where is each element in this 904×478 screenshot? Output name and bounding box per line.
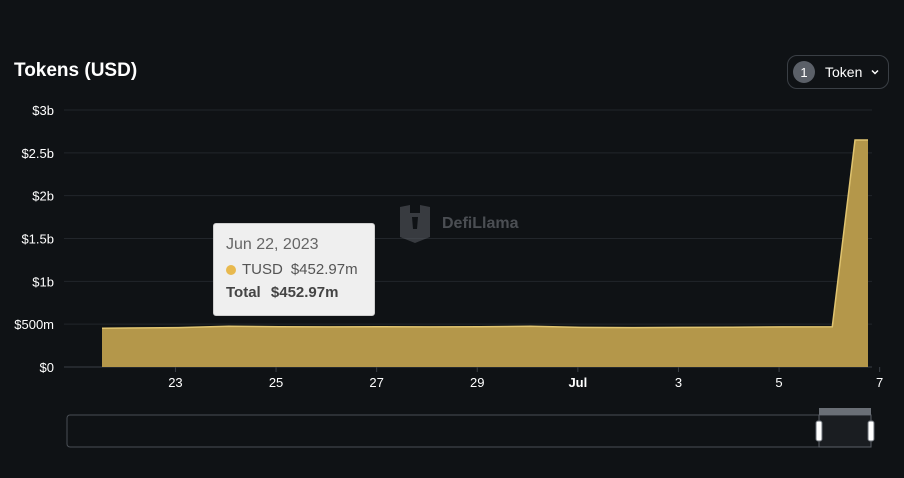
series-line-tusd — [101, 139, 868, 329]
x-tick-label: 3 — [675, 375, 682, 390]
y-tick-label: $1.5b — [21, 232, 54, 247]
tooltip-series-name: TUSD — [242, 261, 283, 278]
chart-title: Tokens (USD) — [14, 60, 138, 81]
x-tick-label: 27 — [369, 375, 383, 390]
chart-tooltip: Jun 22, 2023 TUSD $452.97m Total $452.97… — [213, 223, 375, 316]
watermark-text: DefiLlama — [442, 215, 519, 232]
zoom-drag-bar[interactable] — [819, 408, 871, 415]
chevron-down-icon — [871, 69, 879, 75]
zoom-track[interactable] — [66, 414, 872, 448]
x-tick-label: Jul — [568, 375, 587, 390]
token-selector-label: Token — [825, 64, 863, 80]
zoom-slider[interactable] — [66, 408, 875, 448]
y-tick-label: $0 — [40, 360, 54, 375]
tooltip-total-value: $452.97m — [270, 284, 339, 301]
zoom-left-handle[interactable] — [815, 420, 823, 442]
y-tick-label: $2.5b — [21, 146, 54, 161]
tooltip-total-label: Total — [226, 284, 261, 301]
y-tick-label: $3b — [32, 103, 54, 118]
token-count-badge: 1 — [793, 61, 815, 83]
x-tick-label: 5 — [775, 375, 782, 390]
series-color-dot — [226, 264, 236, 275]
zoom-selection-window[interactable] — [818, 414, 872, 448]
chart-series — [101, 139, 868, 367]
token-selector-button[interactable]: 1 Token — [787, 55, 889, 89]
y-tick-label: $1b — [32, 274, 54, 289]
tooltip-series-row: TUSD $452.97m — [226, 261, 374, 278]
x-tick-label: 7 — [876, 375, 883, 390]
x-tick-label: 23 — [168, 375, 182, 390]
llama-logo-icon — [400, 205, 430, 243]
x-tick-label: 25 — [269, 375, 283, 390]
y-tick-label: $500m — [14, 317, 54, 332]
tooltip-series-value: $452.97m — [290, 261, 358, 278]
series-area-tusd — [102, 140, 868, 367]
zoom-right-handle[interactable] — [867, 420, 875, 442]
x-axis: 23 25 27 29 Jul 3 5 7 — [168, 367, 883, 390]
defillama-watermark: DefiLlama — [396, 203, 518, 245]
tooltip-total-row: Total $452.97m — [226, 284, 374, 301]
y-tick-label: $2b — [32, 189, 54, 204]
tooltip-date: Jun 22, 2023 — [226, 236, 319, 253]
x-tick-label: 29 — [470, 375, 484, 390]
y-axis: $0 $500m $1b $1.5b $2b $2.5b $3b — [14, 103, 54, 375]
